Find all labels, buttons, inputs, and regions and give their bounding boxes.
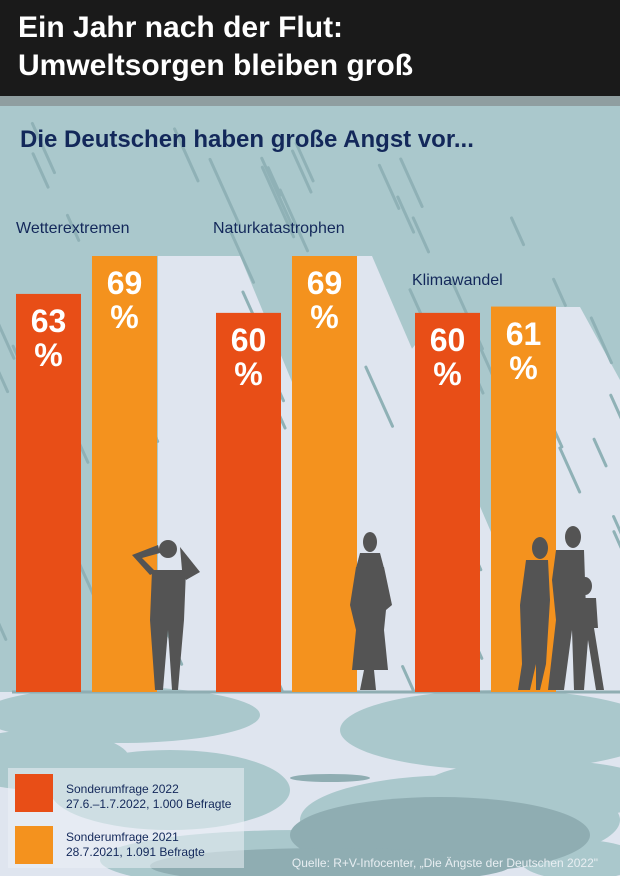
rain-streak (609, 393, 620, 420)
data-label-unit: % (234, 355, 263, 392)
legend-swatch-2021 (15, 826, 53, 864)
data-label-unit: % (433, 355, 462, 392)
header-divider (0, 96, 620, 106)
legend-detail-2021: 28.7.2021, 1.091 Befragte (66, 845, 205, 859)
bar-wetterextremen-2022 (16, 293, 81, 692)
rain-streak (558, 446, 582, 494)
data-label-value: 69 (106, 265, 143, 301)
rain-streak (592, 437, 608, 468)
data-label-value: 61 (505, 315, 542, 352)
rain-streak (399, 157, 424, 208)
legend-swatch-2022 (15, 774, 53, 812)
bars (16, 256, 556, 692)
rain-streak (0, 371, 10, 394)
rain-streak (266, 166, 282, 197)
data-label-unit: % (310, 299, 339, 335)
data-label-naturkatastrophen-2021: 69% (292, 266, 357, 334)
headline-line-2: Umweltsorgen bleiben groß (18, 49, 414, 82)
data-label-unit: % (110, 299, 139, 335)
legend-detail-2022: 27.6.–1.7.2022, 1.000 Befragte (66, 797, 232, 811)
bar-wetterextremen-2021 (92, 256, 157, 692)
rain-streak (612, 530, 620, 549)
rain-streak (173, 127, 200, 183)
legend-label-2022: Sonderumfrage 2022 (66, 782, 179, 796)
rain-streak (65, 213, 81, 242)
legend-label-2021: Sonderumfrage 2021 (66, 830, 179, 844)
rain-streak (364, 365, 395, 428)
rain-streak (396, 195, 416, 234)
bar-naturkatastrophen-2022 (216, 312, 281, 692)
rain-streak (291, 149, 313, 194)
data-label-unit: % (34, 336, 63, 373)
rain-streak (260, 156, 295, 229)
data-label-naturkatastrophen-2022: 60% (216, 323, 281, 391)
data-label-wetterextremen-2022: 63% (16, 304, 81, 372)
data-label-value: 69 (306, 265, 343, 301)
rain-streak (0, 323, 16, 360)
data-label-klimawandel-2022: 60% (415, 323, 480, 391)
chart-title: Die Deutschen haben große Angst vor... (20, 126, 474, 153)
data-label-value: 60 (230, 321, 267, 358)
rain-streak (612, 515, 620, 535)
rain-streak (589, 316, 613, 365)
rain-streak (278, 188, 310, 253)
rain-streak (377, 163, 401, 210)
headline-line-1: Ein Jahr nach der Flut: (18, 11, 344, 44)
data-label-klimawandel-2021: 61% (491, 317, 556, 385)
family-silhouette (518, 526, 604, 690)
woman-silhouette (350, 532, 392, 690)
category-label-naturkatastrophen: Naturkatastrophen (213, 220, 345, 237)
category-label-klimawandel: Klimawandel (412, 272, 503, 289)
rain-streak (294, 141, 315, 183)
rain-streak (31, 152, 50, 189)
legend: Sonderumfrage 2022 27.6.–1.7.2022, 1.000… (8, 768, 244, 868)
data-label-value: 60 (429, 321, 466, 358)
rain-streak (30, 121, 56, 175)
bar-klimawandel-2022 (415, 312, 480, 692)
header-banner: Ein Jahr nach der Flut: Umweltsorgen ble… (0, 0, 620, 96)
silhouettes (132, 526, 604, 690)
rain-streak (260, 165, 296, 239)
data-label-value: 63 (30, 302, 67, 339)
data-label-unit: % (509, 349, 538, 386)
rain-streak (552, 277, 567, 307)
source-note: Quelle: R+V-Infocenter, „Die Ängste der … (291, 856, 598, 870)
rain-streak (227, 226, 256, 284)
category-label-wetterextremen: Wetterextremen (16, 220, 130, 237)
bar-naturkatastrophen-2021 (292, 256, 357, 692)
puddles-dark (150, 774, 590, 876)
data-label-wetterextremen-2021: 69% (92, 266, 157, 334)
bar-shadow (395, 345, 415, 692)
rain-streak (0, 622, 8, 641)
rain-streak (208, 157, 241, 226)
bar-shadow (190, 320, 216, 692)
rain-streak (510, 216, 526, 247)
person-hands-on-head-silhouette (132, 540, 200, 690)
rain-streak (411, 216, 431, 254)
